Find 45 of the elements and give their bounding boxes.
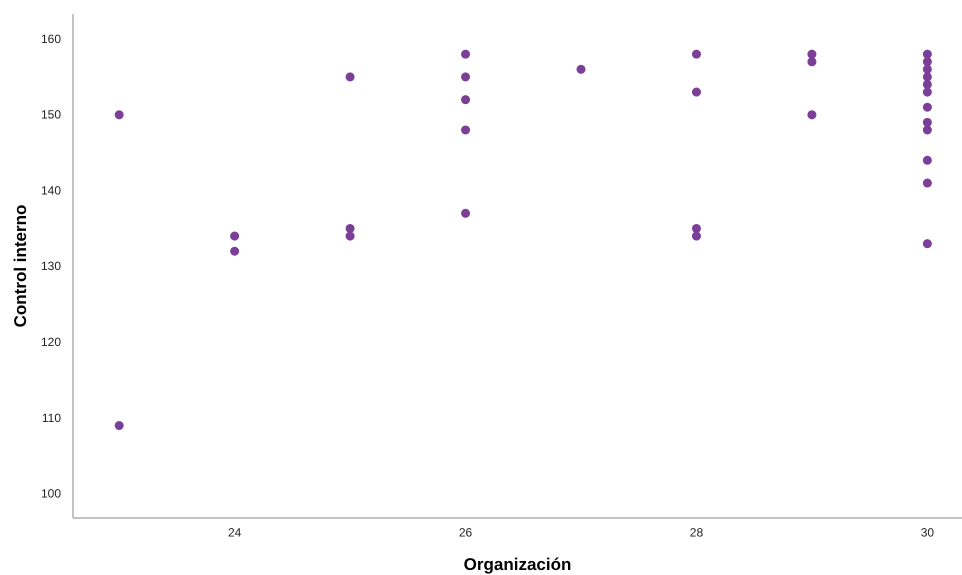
point [922,125,932,134]
point [576,64,586,74]
point [230,232,240,241]
y-axis-title: Control interno [11,204,30,328]
point [346,224,355,233]
point [922,57,932,66]
point [461,95,470,104]
y-tick-label: 110 [42,410,62,425]
point [807,50,816,59]
x-tick-label: 28 [690,526,704,540]
point [346,72,355,82]
y-tick-label: 130 [40,259,62,274]
point [461,125,470,134]
point [922,64,932,74]
point [230,246,240,256]
point [922,118,932,127]
point [692,232,701,241]
x-tick-label: 30 [920,526,934,540]
point [922,80,932,89]
point [922,102,932,112]
point [461,50,470,59]
point [461,72,470,82]
point [922,239,932,248]
point [346,232,355,241]
x-tick-label: 26 [458,526,473,540]
y-tick-label: 150 [40,108,62,122]
point [922,50,932,59]
y-tick-label: 140 [40,183,62,198]
point [114,421,124,430]
point [692,88,701,97]
point [692,50,701,59]
point [692,224,701,233]
x-tick-label: 24 [228,526,242,540]
x-axis-title: Organización [464,555,572,574]
point [922,156,932,165]
point [461,208,470,218]
point [922,72,932,82]
y-tick-label: 100 [40,486,62,501]
y-tick-label: 120 [40,335,62,350]
point [922,88,932,97]
point [922,178,932,188]
point [114,110,124,120]
y-tick-label: 160 [40,32,62,46]
point [807,110,816,120]
point [807,57,816,66]
